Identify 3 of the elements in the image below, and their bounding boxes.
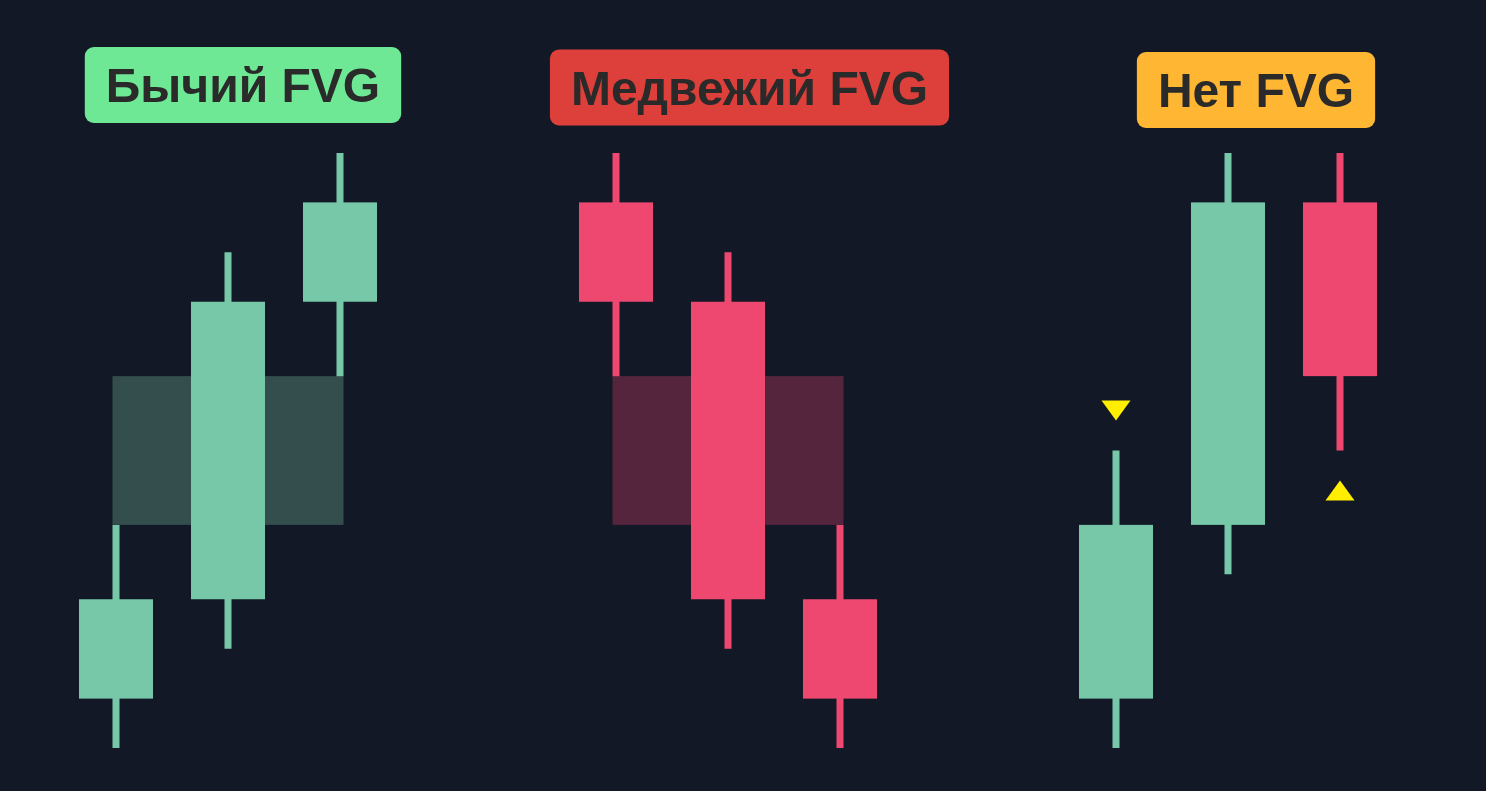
chart-title: Бычий FVG <box>105 59 381 112</box>
chart-title: Медвежий FVG <box>570 61 929 115</box>
chart-title: Нет FVG <box>1157 64 1355 117</box>
